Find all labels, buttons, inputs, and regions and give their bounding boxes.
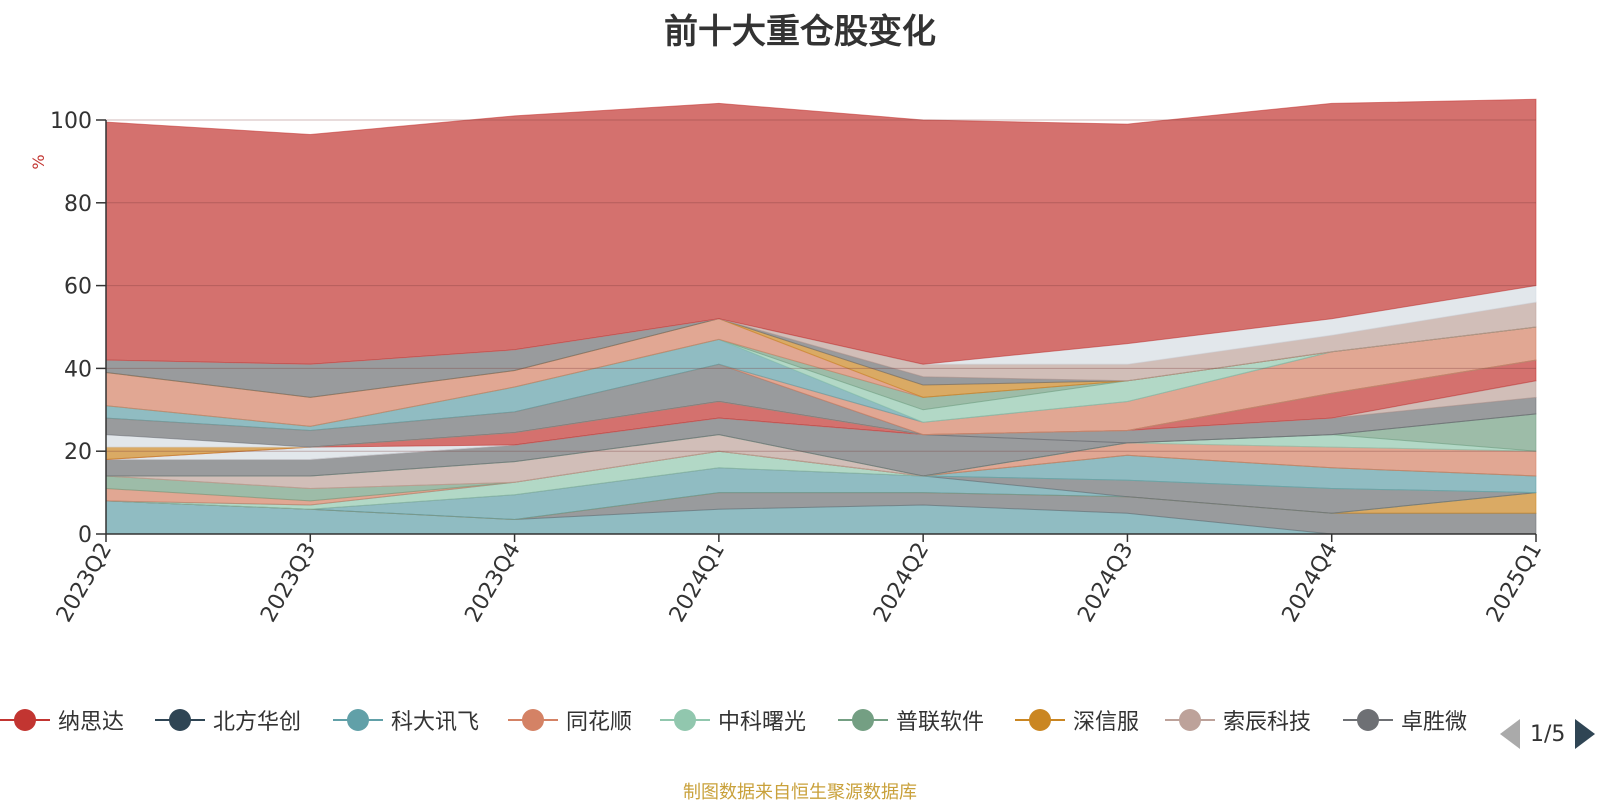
legend-item-1[interactable]: 北方华创 (155, 700, 301, 740)
y-tick-label-40: 40 (64, 357, 92, 382)
y-tick-label-20: 20 (64, 440, 92, 465)
legend-marker-icon (1165, 700, 1215, 740)
legend-marker-icon (838, 700, 888, 740)
legend-marker-icon (0, 700, 50, 740)
legend-marker-icon (155, 700, 205, 740)
legend-item-5[interactable]: 普联软件 (838, 700, 984, 740)
legend-page-indicator: 1/5 (1530, 721, 1566, 747)
legend-marker-icon (508, 700, 558, 740)
y-tick-label-80: 80 (64, 192, 92, 217)
legend-marker-icon (1015, 700, 1065, 740)
y-axis-ticks: 0 20 40 60 80 100 (50, 109, 106, 548)
x-tick-label-2023Q2: 2023Q2 (52, 539, 117, 627)
legend-label: 普联软件 (896, 710, 985, 735)
legend-label: 科大讯飞 (391, 710, 480, 735)
legend-item-3[interactable]: 同花顺 (508, 700, 632, 740)
legend-pager: 1/5 (1500, 714, 1596, 754)
legend-prev-page-button[interactable] (1500, 719, 1520, 749)
legend: 纳思达 北方华创 科大讯飞 同花顺 中科曙光 普联软件 深信服 索辰科技 卓胜微 (0, 700, 1600, 740)
legend-label: 同花顺 (566, 710, 633, 735)
legend-item-0[interactable]: 纳思达 (0, 700, 124, 740)
grid-lines (106, 119, 1536, 452)
x-tick-label-2024Q1: 2024Q1 (665, 539, 730, 627)
x-tick-label-2024Q4: 2024Q4 (1278, 539, 1343, 627)
x-tick-label-2025Q1: 2025Q1 (1482, 539, 1547, 627)
area-series-30 (105, 98, 1537, 365)
legend-label: 卓胜微 (1401, 710, 1468, 735)
legend-item-6[interactable]: 深信服 (1015, 700, 1139, 740)
legend-label: 北方华创 (213, 710, 302, 735)
legend-label: 纳思达 (58, 710, 125, 735)
legend-item-7[interactable]: 索辰科技 (1165, 700, 1311, 740)
legend-item-4[interactable]: 中科曙光 (660, 700, 806, 740)
chart-title: 前十大重仓股变化 (664, 12, 936, 52)
legend-marker-icon (1343, 700, 1393, 740)
stacked-areas (105, 98, 1537, 535)
legend-label: 中科曙光 (718, 710, 807, 735)
legend-next-page-button[interactable] (1575, 719, 1596, 749)
legend-item-2[interactable]: 科大讯飞 (333, 700, 479, 740)
source-note: 制图数据来自恒生聚源数据库 (683, 782, 917, 803)
y-tick-label-60: 60 (64, 275, 92, 300)
x-tick-label-2024Q3: 2024Q3 (1073, 539, 1138, 627)
x-tick-label-2023Q4: 2023Q4 (460, 539, 525, 627)
y-tick-label-100: 100 (50, 109, 92, 134)
legend-label: 索辰科技 (1223, 710, 1312, 735)
x-tick-label-2024Q2: 2024Q2 (869, 539, 934, 627)
axes (105, 120, 1536, 535)
legend-marker-icon (660, 700, 710, 740)
legend-label: 深信服 (1073, 710, 1140, 735)
legend-marker-icon (333, 700, 383, 740)
x-axis-ticks: 2023Q2 2023Q3 2023Q4 2024Q1 2024Q2 2024Q3 2024… (52, 534, 1547, 627)
x-tick-label-2023Q3: 2023Q3 (256, 539, 321, 627)
y-axis-label: % (29, 154, 48, 169)
legend-item-8[interactable]: 卓胜微 (1343, 700, 1467, 740)
y-tick-label-0: 0 (78, 523, 92, 548)
